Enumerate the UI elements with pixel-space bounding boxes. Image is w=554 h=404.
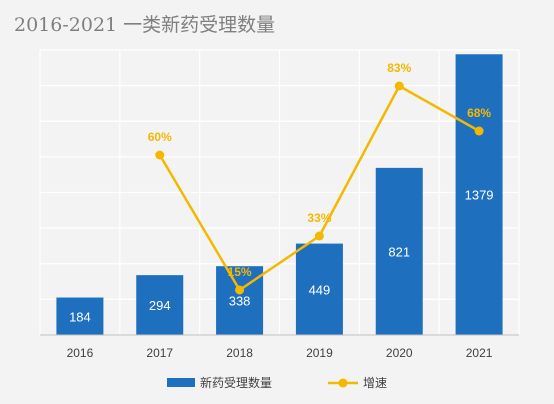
bar-2016 bbox=[56, 297, 104, 335]
bar-2017 bbox=[136, 275, 184, 335]
x-tick-label-2020: 2020 bbox=[386, 346, 413, 360]
bar-2021 bbox=[455, 54, 503, 336]
growth-point-2017 bbox=[155, 150, 165, 160]
growth-point-2018 bbox=[235, 285, 245, 295]
x-axis: 2016 2017 2018 2019 2020 2021 bbox=[40, 334, 519, 360]
growth-point-2020 bbox=[394, 81, 404, 91]
growth-label-2021: 68% bbox=[467, 106, 491, 120]
x-tick-label-2017: 2017 bbox=[146, 346, 173, 360]
growth-label-2018: 15% bbox=[228, 265, 252, 279]
legend-bar-label: 新药受理数量 bbox=[200, 375, 272, 390]
legend: 新药受理数量 增速 bbox=[167, 375, 387, 390]
legend-line-marker bbox=[338, 378, 348, 388]
bar-value-label-2016: 184 bbox=[69, 309, 91, 324]
growth-line bbox=[155, 81, 484, 295]
growth-label-2020: 83% bbox=[387, 61, 411, 75]
x-tick-label-2016: 2016 bbox=[67, 346, 94, 360]
bar-value-label-2021: 1379 bbox=[465, 188, 494, 203]
data-labels: 184 294 338 449 821 1379 60% 15% 33% 83% 68% bbox=[69, 61, 493, 324]
growth-label-2019: 33% bbox=[307, 211, 331, 225]
bar-2019 bbox=[295, 243, 343, 335]
bars bbox=[56, 54, 503, 336]
bar-value-label-2020: 821 bbox=[388, 244, 410, 259]
bar-2018 bbox=[216, 266, 264, 335]
bar-value-label-2019: 449 bbox=[309, 282, 331, 297]
growth-label-2017: 60% bbox=[148, 130, 172, 144]
x-tick-label-2018: 2018 bbox=[226, 346, 253, 360]
legend-line-label: 增速 bbox=[363, 376, 387, 390]
bar-value-label-2017: 294 bbox=[149, 298, 171, 313]
growth-point-2019 bbox=[314, 231, 324, 241]
chart-title: 2016-2021 一类新药受理数量 bbox=[14, 14, 275, 36]
legend-bar-swatch bbox=[167, 378, 195, 387]
x-tick-label-2019: 2019 bbox=[306, 346, 333, 360]
bar-2020 bbox=[375, 167, 423, 335]
bar-value-label-2018: 338 bbox=[229, 294, 251, 309]
growth-point-2021 bbox=[474, 126, 484, 136]
x-tick-label-2021: 2021 bbox=[466, 346, 493, 360]
